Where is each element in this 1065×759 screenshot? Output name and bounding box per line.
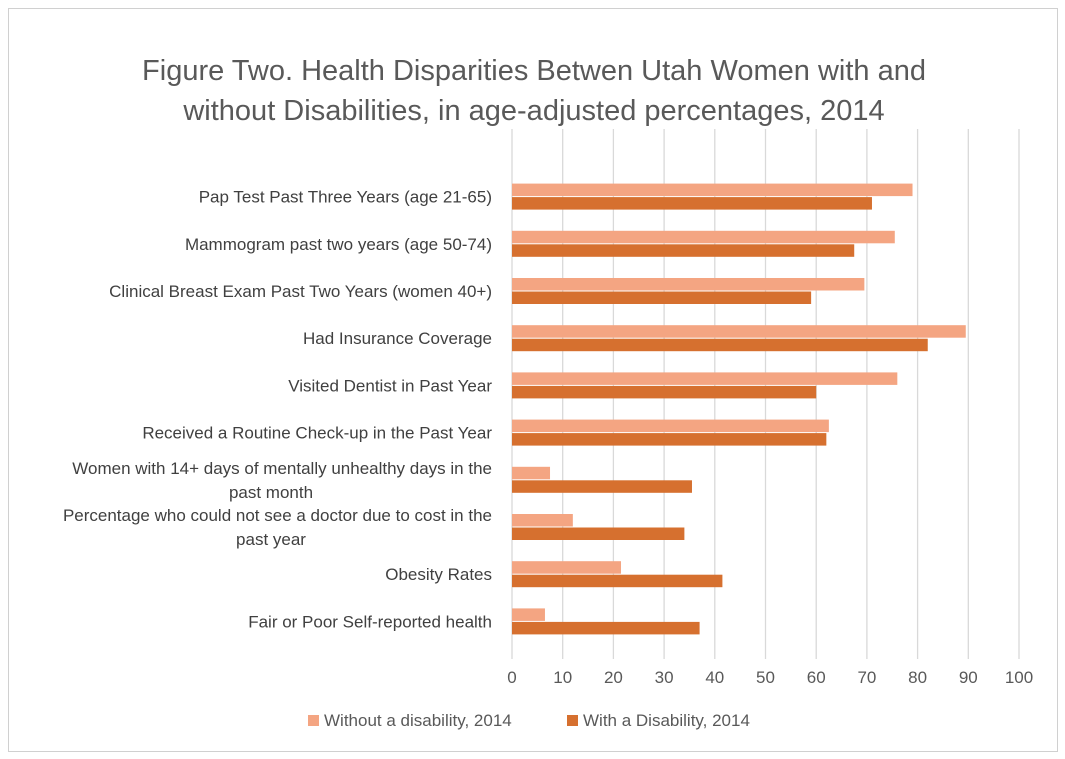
- bar-with-disability: [512, 621, 700, 635]
- bar-chart: Pap Test Past Three Years (age 21-65) Mam…: [63, 129, 1033, 730]
- bars: [512, 183, 966, 635]
- bar-with-disability: [512, 244, 855, 257]
- bar-with-disability: [512, 338, 928, 352]
- bar-without-disability: [512, 466, 551, 480]
- x-tick-label: 50: [756, 668, 775, 687]
- x-tick-label: 100: [1005, 668, 1033, 687]
- bar-without-disability: [512, 419, 829, 433]
- legend-with-swatch: [567, 715, 578, 726]
- category-label: Percentage who could not see a doctor du…: [63, 506, 492, 525]
- legend: Without a disability, 2014 With a Disabil…: [308, 711, 750, 730]
- bar-without-disability: [512, 561, 622, 574]
- category-label: Fair or Poor Self-reported health: [248, 612, 492, 631]
- category-label: Had Insurance Coverage: [303, 329, 492, 348]
- x-tick-label: 80: [908, 668, 927, 687]
- category-label: Pap Test Past Three Years (age 21-65): [199, 188, 492, 207]
- category-label: Mammogram past two years (age 50-74): [185, 235, 492, 254]
- category-label: Women with 14+ days of mentally unhealth…: [72, 459, 492, 478]
- legend-without-label: Without a disability, 2014: [324, 711, 512, 730]
- x-tick-label: 30: [655, 668, 674, 687]
- category-label: Received a Routine Check-up in the Past …: [142, 424, 492, 443]
- bar-with-disability: [512, 480, 692, 493]
- x-tick-label: 70: [857, 668, 876, 687]
- bar-without-disability: [512, 278, 865, 291]
- x-tick-label: 90: [959, 668, 978, 687]
- category-label: Visited Dentist in Past Year: [288, 376, 492, 395]
- category-label: past month: [229, 483, 313, 502]
- chart-title: Figure Two. Health Disparities Betwen Ut…: [9, 51, 1059, 131]
- chart-frame: Figure Two. Health Disparities Betwen Ut…: [8, 8, 1058, 752]
- chart-title-line-1: Figure Two. Health Disparities Betwen Ut…: [142, 55, 926, 87]
- x-tick-label: 60: [807, 668, 826, 687]
- bar-without-disability: [512, 372, 898, 385]
- bar-with-disability: [512, 527, 685, 540]
- category-label: Clinical Breast Exam Past Two Years (wom…: [109, 282, 492, 301]
- x-tick-label: 20: [604, 668, 623, 687]
- bar-with-disability: [512, 433, 827, 446]
- bar-without-disability: [512, 183, 913, 197]
- bar-with-disability: [512, 291, 812, 304]
- bar-with-disability: [512, 197, 872, 210]
- bar-with-disability: [512, 385, 817, 399]
- x-tick-label: 0: [507, 668, 516, 687]
- bar-without-disability: [512, 608, 545, 621]
- bar-without-disability: [512, 514, 573, 527]
- legend-without-swatch: [308, 715, 319, 726]
- category-labels: Pap Test Past Three Years (age 21-65) Mam…: [63, 188, 492, 632]
- bar-without-disability: [512, 325, 966, 338]
- bar-with-disability: [512, 574, 723, 588]
- bar-without-disability: [512, 230, 895, 244]
- x-tick-label: 10: [553, 668, 572, 687]
- chart-title-line-2: without Disabilities, in age-adjusted pe…: [183, 95, 885, 127]
- category-label: past year: [236, 530, 306, 549]
- x-axis-tick-labels: 0 10 20 30 40 50 60 70 80 90 100: [507, 668, 1033, 687]
- category-label: Obesity Rates: [385, 565, 492, 584]
- legend-with-label: With a Disability, 2014: [583, 711, 750, 730]
- x-tick-label: 40: [705, 668, 724, 687]
